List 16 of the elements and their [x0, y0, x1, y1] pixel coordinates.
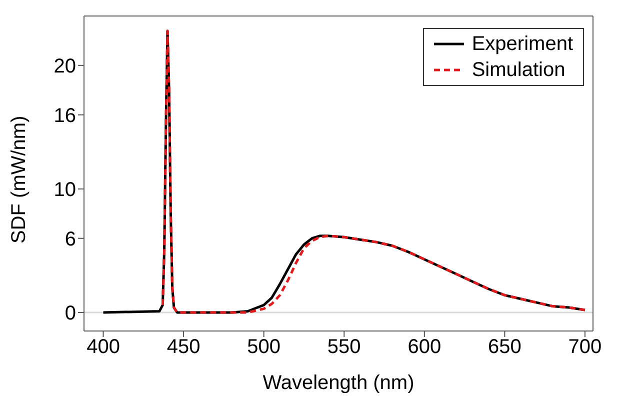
x-tick-label: 450 [166, 336, 200, 358]
x-tick-label: 400 [86, 336, 120, 358]
y-tick-label: 10 [54, 179, 76, 202]
legend-label: Simulation [472, 58, 566, 83]
y-tick-label: 0 [64, 302, 76, 325]
legend-label: Experiment [472, 32, 573, 57]
x-tick-label: 700 [568, 336, 602, 358]
y-tick-label: 16 [54, 104, 76, 127]
x-tick-label: 500 [247, 336, 281, 358]
y-axis-title: SDF (mW/nm) [8, 116, 30, 244]
x-tick-label: 550 [327, 336, 361, 358]
x-axis-title: Wavelength (nm) [262, 372, 414, 394]
y-tick-label: 6 [64, 228, 76, 250]
x-tick-label: 600 [408, 336, 442, 358]
x-tick-label: 650 [488, 336, 522, 358]
y-tick-label: 20 [54, 56, 76, 78]
